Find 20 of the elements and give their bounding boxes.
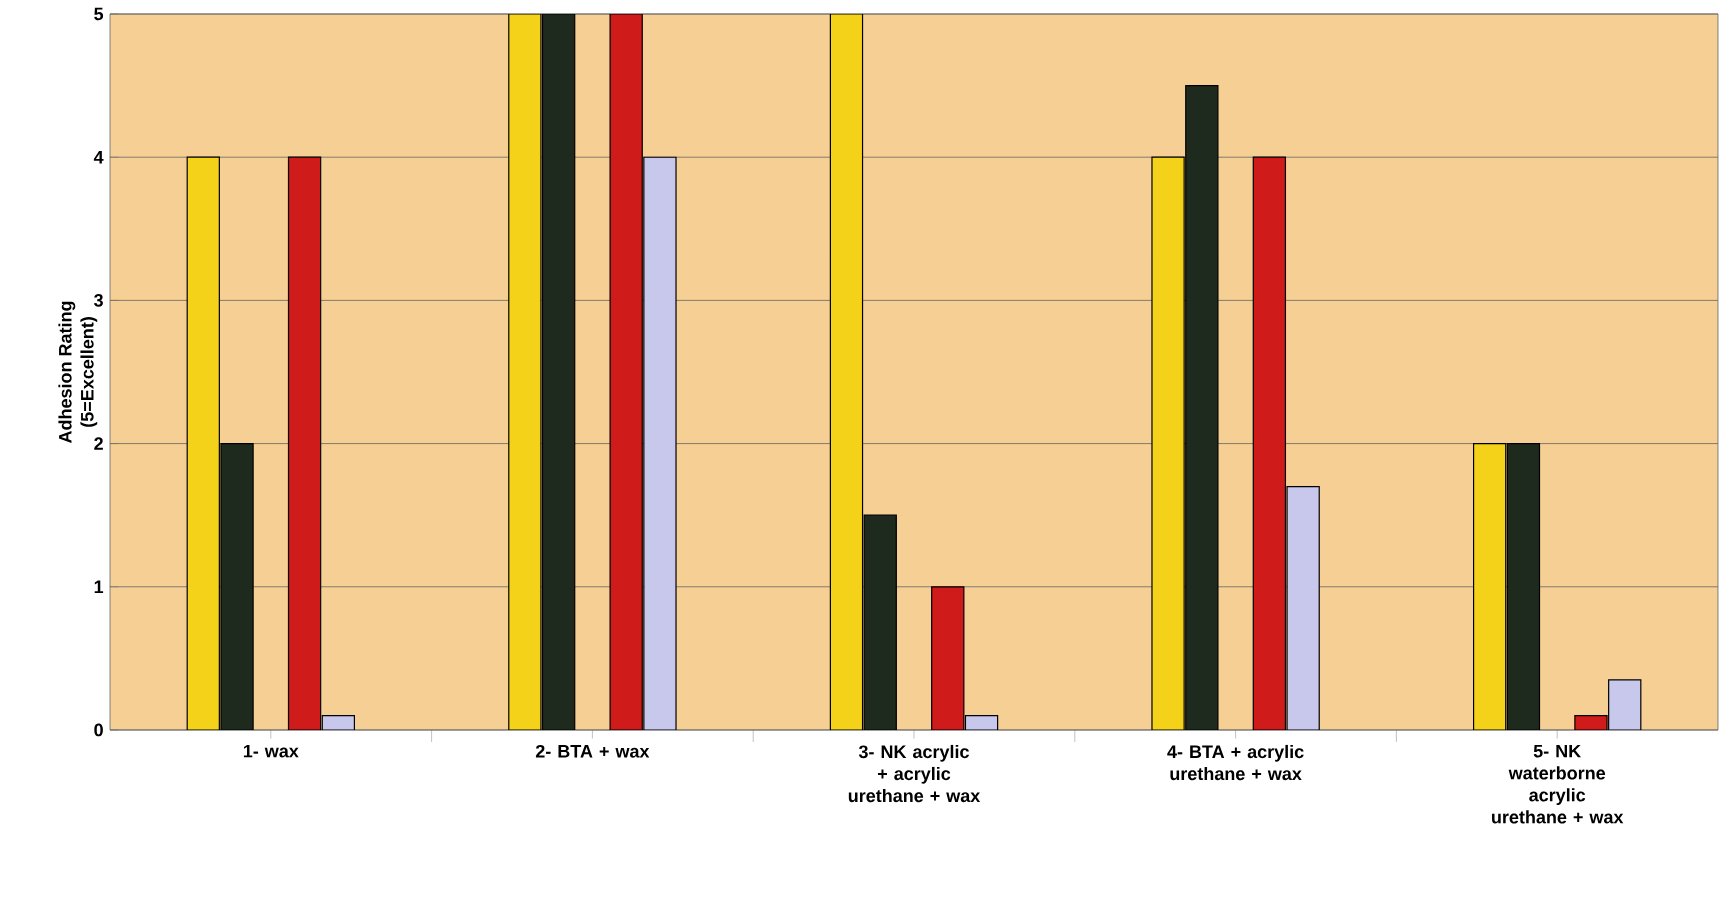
y-tick-label: 5 xyxy=(94,7,104,21)
x-tick-label: 3- NK acrylic + acrylic urethane + wax xyxy=(848,744,981,803)
bar xyxy=(541,14,576,730)
bar xyxy=(1472,442,1507,730)
bar xyxy=(1151,156,1185,730)
x-tick-label: 5- NK waterborne acrylic urethane + wax xyxy=(1492,744,1624,824)
x-tick-label: 4- BTA + acrylic urethane + wax xyxy=(1167,744,1304,781)
bar xyxy=(1506,442,1541,730)
bar xyxy=(186,156,220,730)
bar xyxy=(220,442,254,730)
x-tick-label: 2- BTA + wax xyxy=(535,744,650,758)
y-tick-label: 0 xyxy=(94,723,103,737)
bar xyxy=(829,14,864,730)
bar xyxy=(1185,84,1219,730)
x-tick-label: 1- wax xyxy=(243,744,299,758)
bar xyxy=(508,14,542,730)
y-tick-label: 1 xyxy=(94,580,104,593)
y-tick-label: 4 xyxy=(93,150,104,164)
y-tick-label: 3 xyxy=(94,293,103,307)
bar xyxy=(863,514,897,730)
